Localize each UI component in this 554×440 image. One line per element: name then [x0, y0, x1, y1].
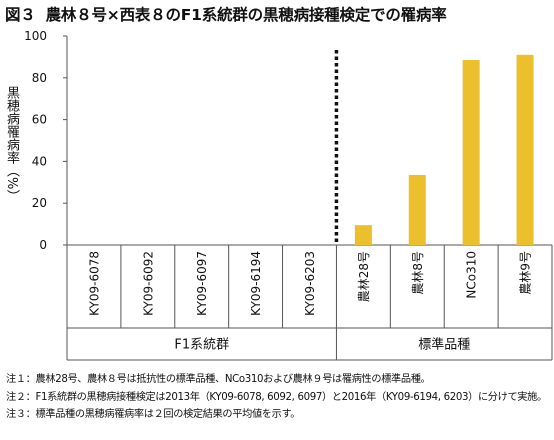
y-tick-label: 40	[32, 154, 47, 168]
note-2-number: 注２：	[6, 391, 36, 403]
y-axis-label: 黒穂病罹病率（%）	[4, 85, 19, 203]
category-label: KY09-6078	[87, 251, 101, 316]
y-tick-label: 100	[24, 29, 47, 43]
category-label: 農林8号	[411, 251, 425, 295]
bar	[408, 174, 426, 245]
bar	[354, 225, 372, 245]
category-label: KY09-6092	[141, 251, 155, 316]
group-label: 標準品種	[418, 337, 470, 353]
category-label: NCo310	[465, 251, 479, 299]
note-3-number: 注３：	[6, 409, 36, 420]
category-label: 農林9号	[519, 251, 533, 295]
notes: 注１： 農林28号、農林８号は抵抗性の標準品種、NCo310および農林９号は罹病性…	[6, 371, 551, 424]
y-tick-label: 20	[32, 196, 47, 210]
category-label: KY09-6097	[195, 251, 209, 316]
note-1-text: 農林28号、農林８号は抵抗性の標準品種、NCo310および農林９号は罹病性の標準…	[35, 374, 431, 385]
bar	[462, 60, 480, 245]
category-label: 農林28号	[357, 251, 371, 302]
y-tick-label: 0	[39, 238, 47, 252]
note-1-number: 注１：	[6, 374, 36, 385]
y-tick-label: 60	[32, 113, 47, 127]
bar	[516, 54, 534, 246]
group-label: F1系統群	[174, 338, 229, 353]
bar-chart: 0 20 40 60 80 100 KY09-6078 KY09-6092 KY09-6097 K…	[24, 29, 553, 361]
note-3: 注３： 標準品種の黒穂病罹病率は２回の検定結果の平均値を示す。	[6, 406, 551, 424]
figure-number: 図３	[5, 6, 36, 24]
note-2-text: F1系統群の黒穂病接種検定は2013年（KY09-6078, 6092, 609…	[35, 391, 548, 403]
note-3-text: 標準品種の黒穂病罹病率は２回の検定結果の平均値を示す。	[35, 409, 301, 420]
category-label: KY09-6203	[303, 251, 317, 316]
y-tick-label: 80	[32, 71, 47, 85]
figure-title-text: 農林８号×西表８のF1系統群の黒穂病接種検定での罹病率	[45, 6, 447, 24]
category-label: KY09-6194	[249, 251, 263, 316]
note-1: 注１： 農林28号、農林８号は抵抗性の標準品種、NCo310および農林９号は罹病性…	[6, 371, 551, 389]
note-2: 注２： F1系統群の黒穂病接種検定は2013年（KY09-6078, 6092, …	[6, 389, 551, 407]
figure-title: 図３ 農林８号×西表８のF1系統群の黒穂病接種検定での罹病率	[5, 2, 551, 28]
